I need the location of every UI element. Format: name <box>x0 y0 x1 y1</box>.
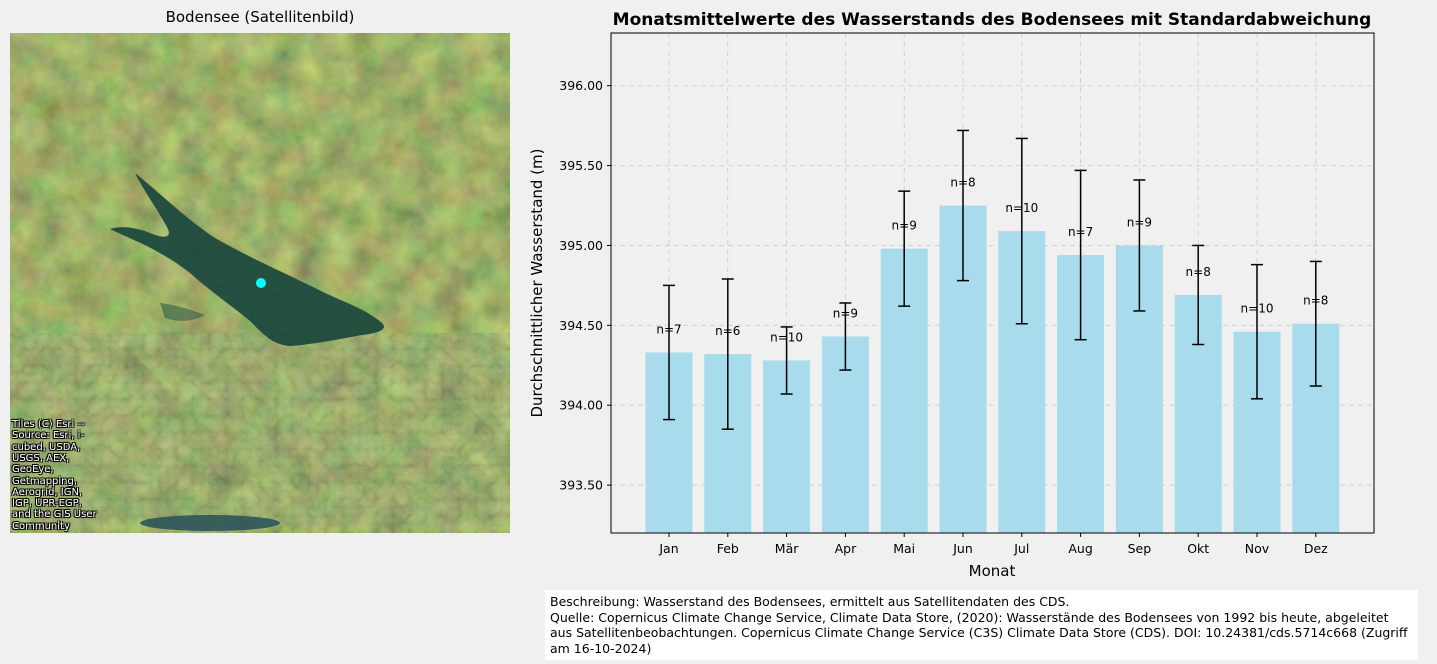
error-bar-Jun <box>957 129 969 282</box>
error-bar-Nov <box>1251 263 1263 400</box>
plot-frame <box>610 32 1375 534</box>
count-label-Jul: n=10 <box>1005 201 1038 215</box>
x-tick-label-Sep: Sep <box>1128 541 1152 556</box>
source-text: Quelle: Copernicus Climate Change Servic… <box>550 609 1408 656</box>
x-axis-ticks: Jan Feb Mär Apr Mai Jun Jul Aug Sep Okt Nov Dez <box>658 533 1328 556</box>
x-tick-label-Mai: Mai <box>893 541 915 556</box>
map-title: Bodensee (Satellitenbild) <box>165 8 355 26</box>
count-label-Dez: n=8 <box>1303 294 1328 308</box>
chart-title: Monatsmittelwerte des Wasserstands des B… <box>613 10 1372 30</box>
count-label-Apr: n=9 <box>833 307 858 321</box>
count-label-Sep: n=9 <box>1127 215 1152 229</box>
count-label-Mär: n=10 <box>770 330 803 344</box>
lake-shape <box>110 173 384 346</box>
y-axis-ticks: 393.50 394.00 394.50 395.00 395.50 396.00 <box>559 78 611 493</box>
error-bar-Aug <box>1074 169 1087 341</box>
count-label-Jun: n=8 <box>950 176 975 190</box>
x-tick-label-Aug: Aug <box>1068 541 1092 556</box>
y-tick-label: 395.00 <box>559 238 603 253</box>
count-label-Feb: n=6 <box>715 324 740 338</box>
error-bar-Okt <box>1192 244 1205 346</box>
satellite-map[interactable]: Tiles (C) Esri -- Source: Esri, i-cubed,… <box>10 33 510 533</box>
count-label-Okt: n=8 <box>1186 265 1211 279</box>
y-tick-label: 395.50 <box>559 158 603 173</box>
x-tick-label-Dez: Dez <box>1304 541 1328 556</box>
count-label-Aug: n=7 <box>1068 225 1093 239</box>
y-tick-label: 394.00 <box>559 398 603 413</box>
x-axis-label: Monat <box>969 562 1016 580</box>
count-label-Jan: n=7 <box>656 322 681 336</box>
count-label-Nov: n=10 <box>1241 302 1274 316</box>
bar-chart: Monatsmittelwerte des Wasserstands des B… <box>528 10 1375 580</box>
y-tick-label: 396.00 <box>559 78 603 93</box>
x-tick-label-Okt: Okt <box>1187 541 1209 556</box>
y-tick-label: 394.50 <box>559 318 603 333</box>
map-attribution: Tiles (C) Esri -- Source: Esri, i-cubed,… <box>12 419 97 532</box>
y-tick-label: 393.50 <box>559 478 603 493</box>
error-bar-Dez <box>1309 260 1322 387</box>
x-tick-label-Mär: Mär <box>775 541 799 556</box>
error-bar-Sep <box>1133 179 1146 312</box>
x-tick-label-Jan: Jan <box>658 541 678 556</box>
location-marker <box>256 278 266 288</box>
error-bar-Jan <box>663 284 675 421</box>
error-bar-Feb <box>721 278 734 430</box>
x-tick-label-Feb: Feb <box>717 541 739 556</box>
satellite-image <box>10 33 510 533</box>
description-text: Beschreibung: Wasserstand des Bodensees,… <box>550 594 1070 609</box>
x-tick-label-Jun: Jun <box>952 541 973 556</box>
error-bar-Mai <box>898 190 911 307</box>
error-bars <box>663 129 1322 430</box>
x-tick-label-Jul: Jul <box>1013 541 1029 556</box>
error-bar-Apr <box>839 302 852 371</box>
x-tick-label-Apr: Apr <box>835 541 857 556</box>
error-bar-Mär <box>780 326 793 395</box>
error-bar-Jul <box>1015 137 1028 325</box>
bars <box>645 205 1340 533</box>
x-tick-label-Nov: Nov <box>1245 541 1270 556</box>
count-label-Mai: n=9 <box>892 219 917 233</box>
y-axis-label: Durchschnittlicher Wasserstand (m) <box>528 149 546 418</box>
description-box: Beschreibung: Wasserstand des Bodensees,… <box>545 590 1418 660</box>
count-labels: n=7 n=6 n=10 n=9 n=9 n=8 n=10 n=7 n=9 n=8 n=10 n=8 <box>656 176 1328 345</box>
